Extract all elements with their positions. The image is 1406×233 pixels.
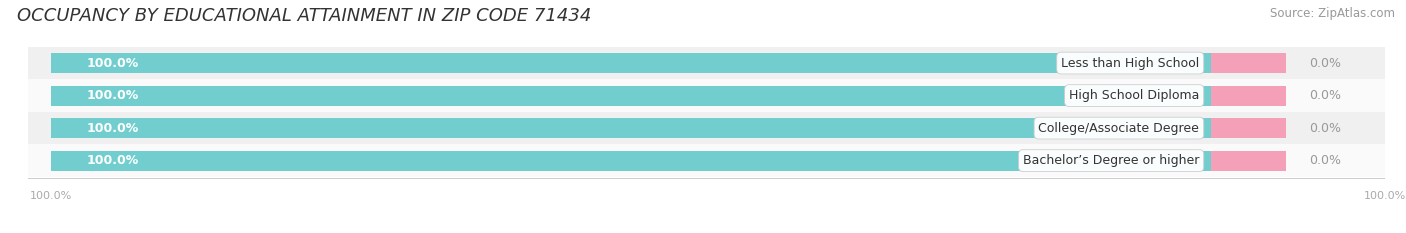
- Bar: [1211, 118, 1286, 138]
- Bar: [51, 151, 1211, 171]
- Bar: [51, 53, 1211, 73]
- Text: 100.0%: 100.0%: [86, 89, 138, 102]
- Bar: [28, 144, 1385, 177]
- Bar: [51, 118, 1211, 138]
- Bar: [28, 112, 1385, 144]
- Bar: [1211, 86, 1286, 106]
- Bar: [1211, 53, 1286, 73]
- Text: Less than High School: Less than High School: [1062, 57, 1199, 70]
- Text: 0.0%: 0.0%: [1309, 57, 1341, 70]
- Text: 100.0%: 100.0%: [86, 57, 138, 70]
- Text: OCCUPANCY BY EDUCATIONAL ATTAINMENT IN ZIP CODE 71434: OCCUPANCY BY EDUCATIONAL ATTAINMENT IN Z…: [17, 7, 592, 25]
- Text: 0.0%: 0.0%: [1309, 122, 1341, 135]
- Text: Source: ZipAtlas.com: Source: ZipAtlas.com: [1270, 7, 1395, 20]
- Text: 0.0%: 0.0%: [1309, 154, 1341, 167]
- Bar: [51, 118, 1211, 138]
- Text: High School Diploma: High School Diploma: [1069, 89, 1199, 102]
- Bar: [1211, 151, 1286, 171]
- Bar: [28, 79, 1385, 112]
- Bar: [51, 53, 1211, 73]
- Text: College/Associate Degree: College/Associate Degree: [1039, 122, 1199, 135]
- Text: Bachelor’s Degree or higher: Bachelor’s Degree or higher: [1024, 154, 1199, 167]
- Bar: [28, 47, 1385, 79]
- Text: 100.0%: 100.0%: [86, 154, 138, 167]
- Bar: [51, 151, 1211, 171]
- Bar: [51, 86, 1211, 106]
- Text: 0.0%: 0.0%: [1309, 89, 1341, 102]
- Bar: [51, 86, 1211, 106]
- Text: 100.0%: 100.0%: [86, 122, 138, 135]
